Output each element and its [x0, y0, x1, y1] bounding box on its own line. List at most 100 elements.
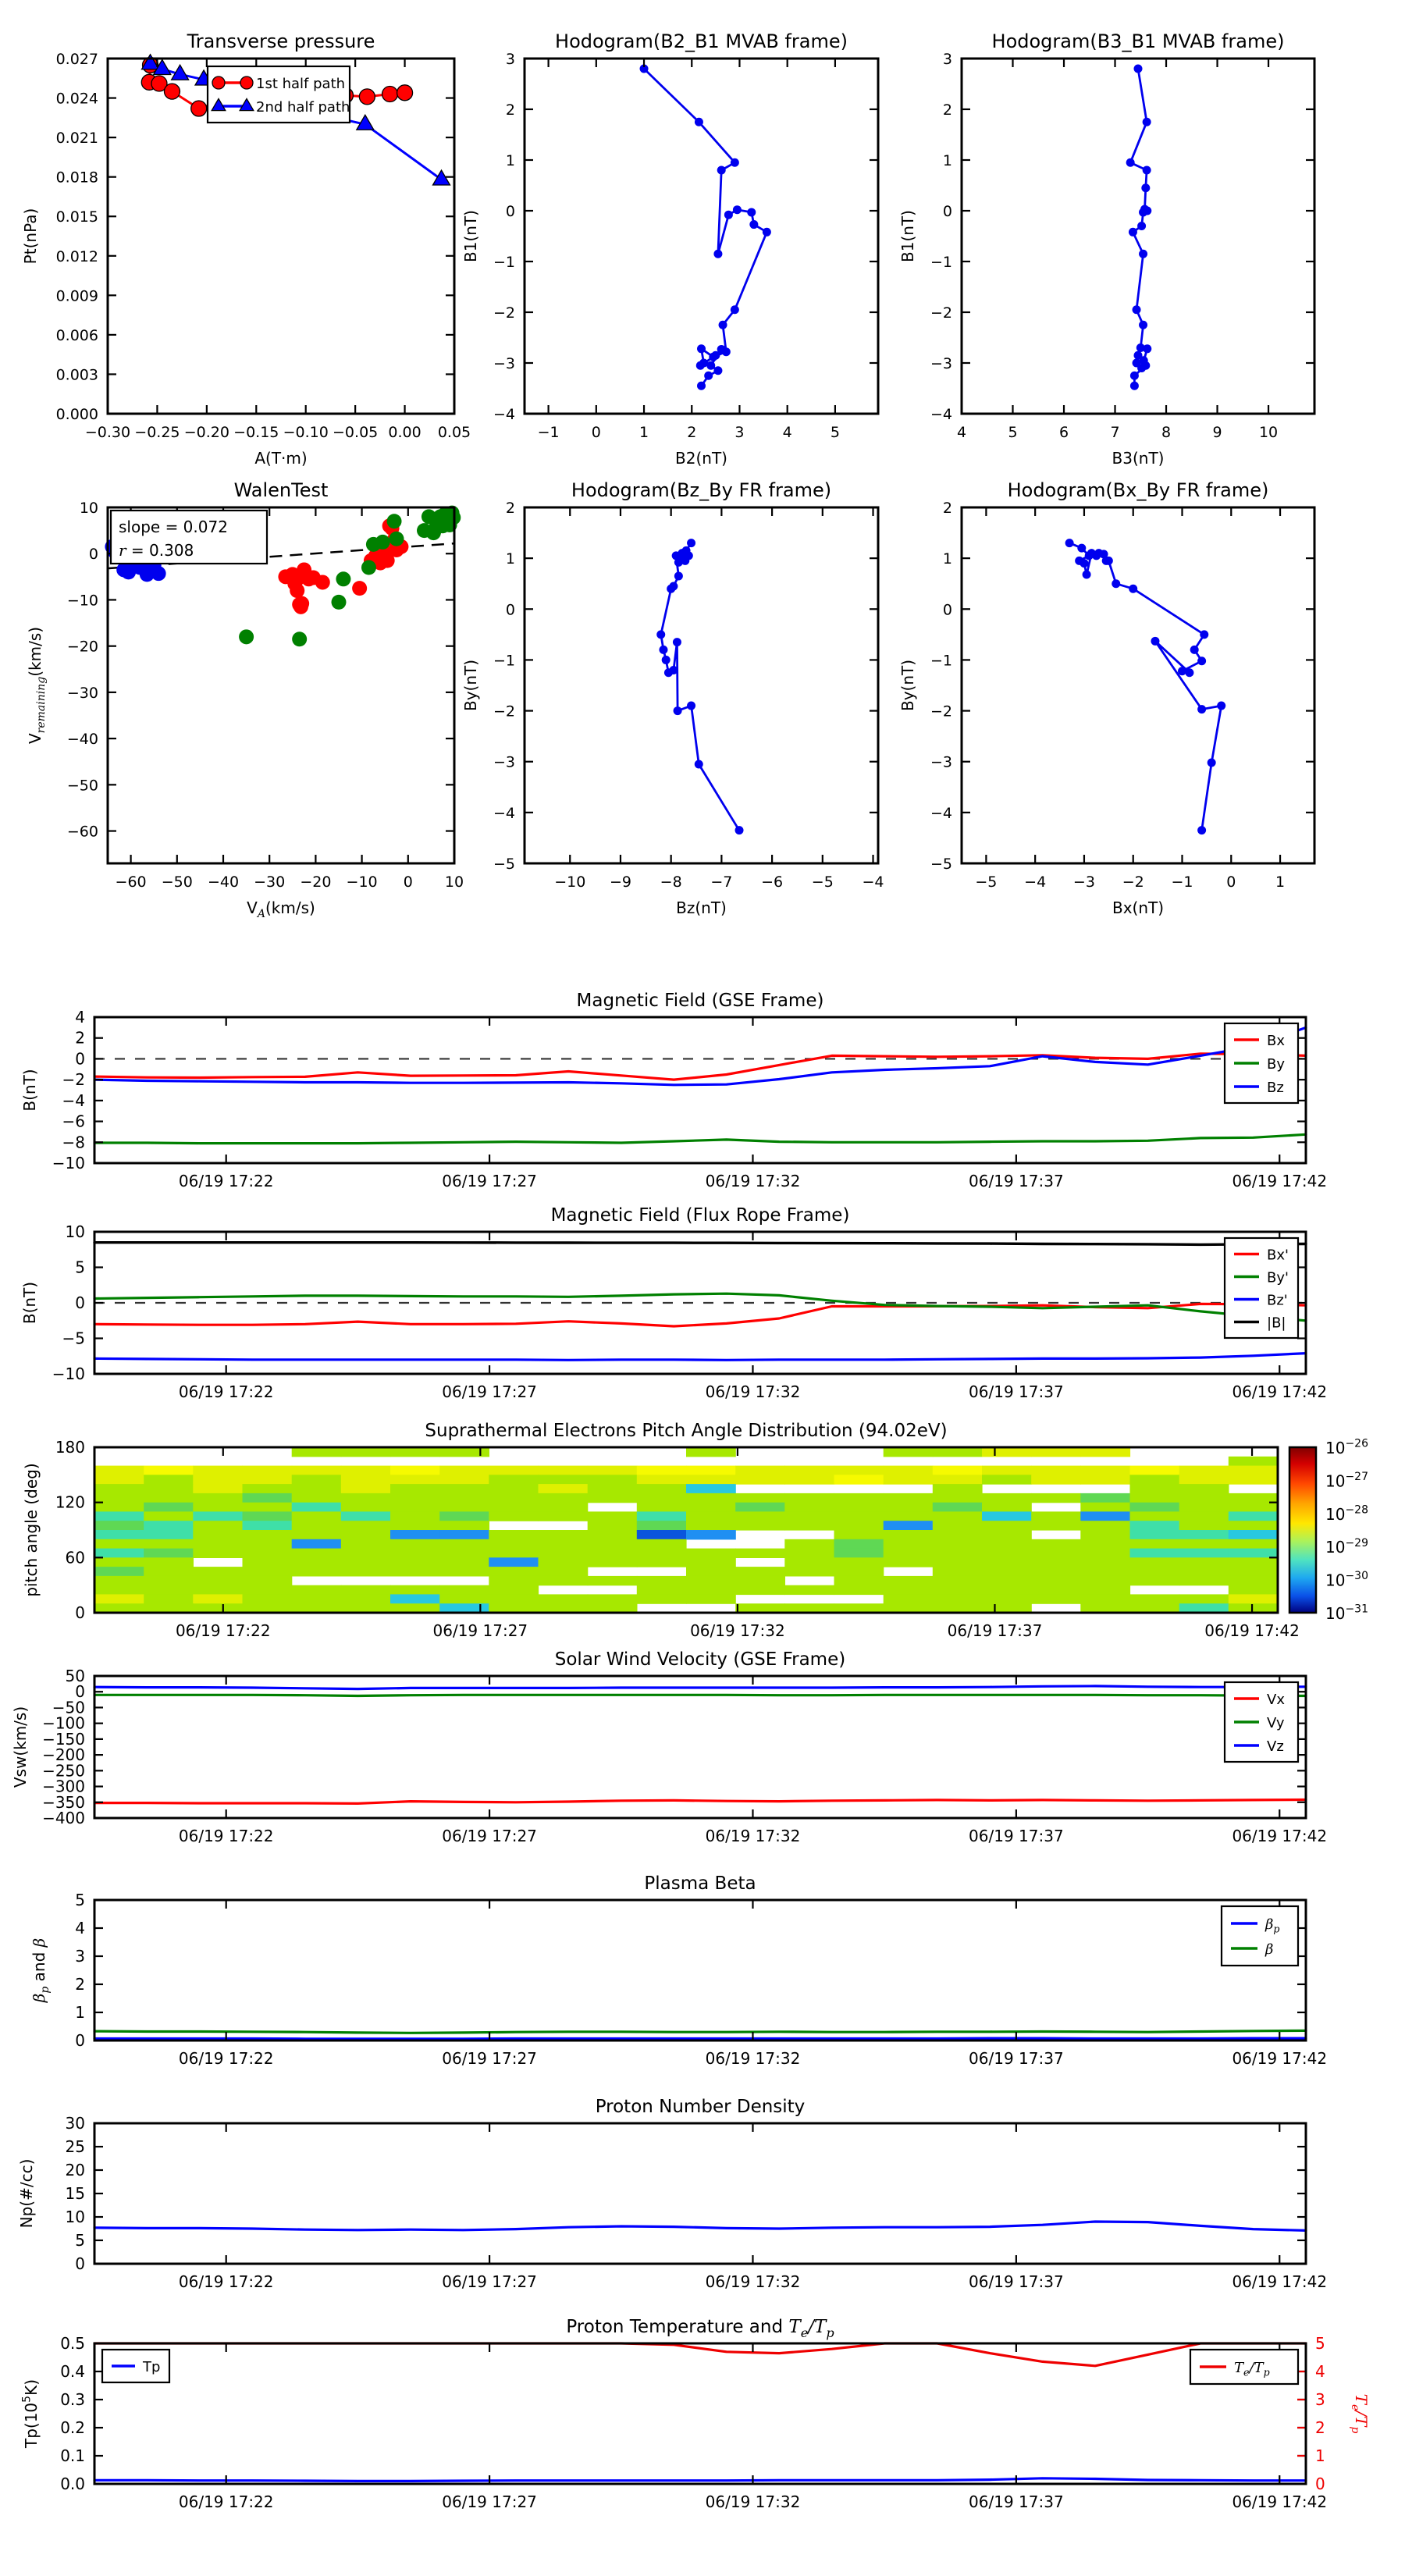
y-tick-label: 0.012 [56, 248, 98, 265]
y-tick-label: 2 [943, 101, 952, 119]
x-tick-label: 06/19 17:42 [1204, 1621, 1300, 1640]
y-tick-label: −2 [62, 1070, 85, 1089]
y-tick-label: −50 [52, 1698, 85, 1717]
y-axis-label: Vremaining(km/s) [26, 627, 48, 744]
y-tick-label: 4 [75, 1008, 85, 1026]
plot-title: WalenTest [234, 479, 329, 501]
x-tick-label: −10 [554, 873, 585, 891]
series-bx [93, 1052, 1307, 1081]
y-axis-label: By(nT) [461, 660, 480, 711]
y-tick-label: 0 [943, 601, 952, 618]
right-tick-label: 2 [1315, 2418, 1325, 2437]
plot-title: Hodogram(B3_B1 MVAB frame) [992, 30, 1285, 52]
right-tick-label: 3 [1315, 2390, 1325, 2409]
y-axis-label: Vsw(km/s) [11, 1706, 30, 1788]
x-tick-label: 06/19 17:32 [706, 1172, 801, 1190]
series-bz [93, 1026, 1307, 1087]
x-tick-label: −3 [1073, 873, 1095, 891]
x-tick-label: −0.20 [184, 424, 229, 441]
right-tick-label: 0 [1315, 2475, 1325, 2493]
legend-label: Bx [1267, 1033, 1285, 1049]
markers-b2-b1-path [639, 64, 771, 390]
x-tick-label: 06/19 17:27 [442, 1172, 537, 1190]
magnetic-field-gse: 06/19 17:22 06/19 17:27 06/19 17:32 06/19 1… [20, 991, 1327, 1190]
series-by-prime [93, 1292, 1307, 1322]
x-tick-label: 06/19 17:37 [969, 1827, 1064, 1845]
x-tick-label: −8 [660, 873, 682, 891]
x-tick-label: 06/19 17:27 [442, 2049, 537, 2068]
x-tick-label: 9 [1212, 424, 1222, 441]
y-tick-label: 0.024 [56, 91, 98, 108]
x-tick-label: 5 [831, 424, 840, 441]
x-tick-label: 3 [735, 424, 744, 441]
legend-label: 1st half path [256, 76, 345, 92]
series-tp [93, 2477, 1307, 2482]
legend-label: Tp [142, 2359, 160, 2375]
x-tick-label: 06/19 17:42 [1232, 1172, 1327, 1190]
y-tick-label: 30 [66, 2114, 85, 2133]
x-axis-label: Bx(nT) [1112, 898, 1164, 917]
x-axis-label: A(T·m) [254, 449, 307, 468]
x-axis-label: VA(km/s) [247, 898, 315, 920]
legend-label: β [1264, 1941, 1273, 1958]
x-axis-label: B2(nT) [675, 449, 727, 468]
x-tick-label: 06/19 17:32 [690, 1621, 785, 1640]
plot-title: Transverse pressure [187, 30, 375, 52]
axes-frame [93, 1230, 1307, 1375]
y-tick-label: −4 [930, 406, 952, 423]
series-bx-prime [93, 1302, 1307, 1328]
y-tick-label: −300 [42, 1777, 85, 1796]
y-tick-label: −1 [493, 254, 515, 271]
y-tick-label: −2 [930, 703, 952, 720]
x-tick-label: 06/19 17:32 [706, 2492, 801, 2511]
x-tick-label: 06/19 17:37 [969, 2049, 1064, 2068]
x-tick-label: 10 [1259, 424, 1278, 441]
x-tick-label: 06/19 17:37 [948, 1621, 1043, 1640]
axes-frame [93, 2342, 1307, 2485]
y-tick-label: −2 [493, 703, 515, 720]
legend-label: By' [1267, 1270, 1289, 1286]
x-tick-label: 06/19 17:22 [179, 1382, 274, 1401]
y-tick-label: 2 [75, 1975, 85, 1994]
y-tick-label: 1 [943, 550, 952, 568]
legend-label: Vz [1267, 1738, 1284, 1755]
axes-frame [93, 2122, 1307, 2265]
right-tick-label: 4 [1315, 2362, 1325, 2381]
y-tick-label: −4 [493, 406, 515, 423]
y-tick-label: −5 [493, 856, 515, 873]
y-tick-label: 0 [75, 2031, 85, 2050]
x-tick-label: −7 [710, 873, 732, 891]
y-tick-label: 0.4 [60, 2362, 85, 2381]
y-tick-label: 0 [75, 1603, 85, 1622]
magnetic-field-fr: 06/19 17:22 06/19 17:27 06/19 17:32 06/19 1… [20, 1205, 1327, 1401]
x-tick-label: −1 [1171, 873, 1193, 891]
plot-title: Plasma Beta [644, 1873, 756, 1894]
x-tick-label: −0.05 [333, 424, 378, 441]
axes-frame [93, 1446, 1279, 1614]
x-tick-label: 5 [1008, 424, 1017, 441]
x-tick-label: 0 [1226, 873, 1236, 891]
legend-label: Te/Tp [1234, 2360, 1270, 2379]
x-tick-label: 0.00 [388, 424, 421, 441]
y-tick-label: 1 [943, 152, 952, 169]
legend-label: Bx' [1267, 1247, 1289, 1264]
series-vx [93, 1798, 1307, 1805]
plot-title: Magnetic Field (Flux Rope Frame) [551, 1205, 850, 1226]
series-beta-p [93, 2037, 1307, 2041]
y-tick-label: 0.009 [56, 287, 98, 304]
markers-bx-by-path [1065, 539, 1226, 835]
solar-wind-velocity: 06/19 17:22 06/19 17:27 06/19 17:32 06/19 1… [11, 1649, 1327, 1845]
x-tick-label: −4 [1024, 873, 1046, 891]
y-tick-label: 0.027 [56, 51, 98, 68]
x-tick-label: −5 [812, 873, 834, 891]
pitch-angle-distribution: 06/19 17:22 06/19 17:27 06/19 17:32 06/19 1… [22, 1421, 1368, 1640]
series-te-tp-ratio [93, 2342, 1307, 2368]
plot-title: Proton Number Density [596, 2097, 806, 2117]
series-vz [93, 1685, 1307, 1691]
y-tick-label: 0 [75, 1049, 85, 1068]
x-tick-label: −0.30 [85, 424, 130, 441]
legend-box [1220, 1905, 1300, 1967]
y-tick-label: 0 [75, 2254, 85, 2273]
